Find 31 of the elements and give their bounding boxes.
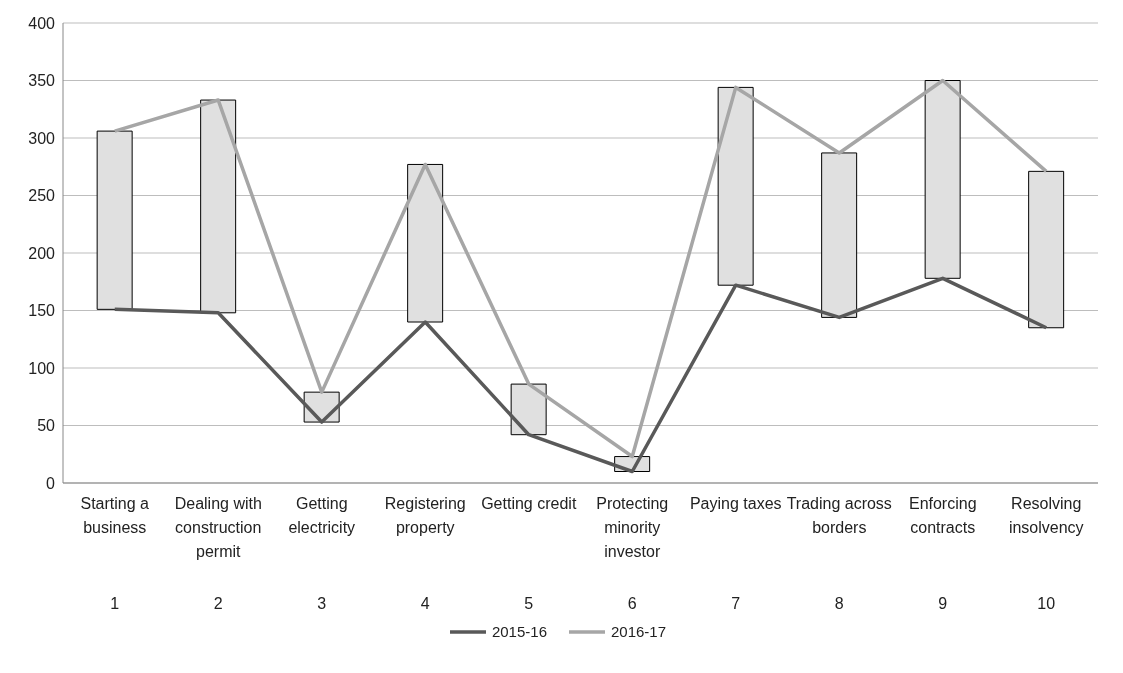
category-label: Enforcing contracts 9 — [908, 495, 977, 612]
category-label: Resolving insolvency 10 — [1008, 495, 1084, 612]
y-tick-label: 0 — [46, 474, 56, 492]
bar — [1028, 170, 1065, 329]
bar — [717, 86, 754, 286]
bar — [510, 383, 547, 436]
y-tick-label: 350 — [28, 72, 56, 90]
y-tick-label: 250 — [28, 187, 56, 205]
y-tick-label: 50 — [37, 417, 56, 435]
y-tick-label: 150 — [28, 302, 56, 320]
category-label: Getting electricity 3 — [288, 495, 356, 612]
y-tick-label: 400 — [28, 14, 56, 32]
line-series — [113, 78, 1048, 459]
category-label: Getting credit 5 — [481, 495, 577, 612]
category-label: Dealing with construction permit 2 — [174, 495, 262, 612]
y-tick-label: 200 — [28, 244, 56, 262]
y-tick-label: 300 — [28, 129, 56, 147]
legend-label: 2015-16 — [490, 623, 547, 640]
bar — [407, 163, 444, 323]
category-label: Protecting minority investor 6 — [596, 495, 669, 612]
category-label: Trading across borders 8 — [786, 495, 892, 612]
bar — [821, 152, 858, 318]
category-label: Paying taxes 7 — [689, 495, 782, 612]
y-tick-label: 100 — [28, 359, 56, 377]
line-series — [113, 276, 1048, 474]
category-label: Registering property 4 — [384, 495, 466, 612]
category-label: Starting a business 1 — [80, 495, 149, 612]
legend-label: 2016-17 — [610, 623, 667, 640]
bar — [924, 80, 961, 279]
bar — [200, 99, 237, 314]
bar — [96, 130, 133, 310]
